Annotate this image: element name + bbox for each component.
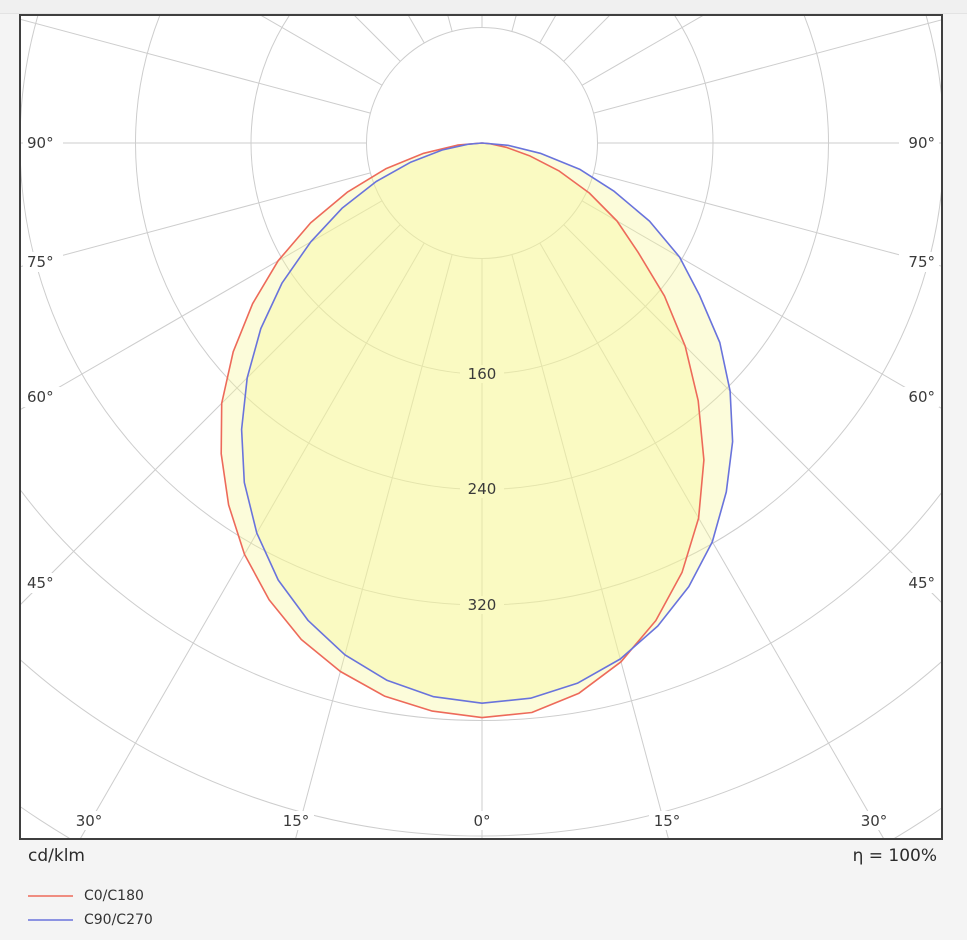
polar-diagram: 90° 90° 75° 75° 60° 60° 45° 45° 30° 15° 0° 15° 30° 16… xyxy=(21,16,941,838)
label-bg xyxy=(899,252,939,272)
c0-c180-line-swatch xyxy=(28,895,73,897)
ring-value-label-320: 320 xyxy=(468,596,497,614)
angle-label-bottom-0: 30° xyxy=(76,812,103,830)
grid-radial-285 xyxy=(21,172,371,268)
label-bg xyxy=(649,811,685,830)
label-bg xyxy=(899,387,939,407)
legend-item-c90-c270: C90/C270 xyxy=(28,908,153,932)
label-bg xyxy=(23,573,63,593)
grid-radial-105 xyxy=(593,19,941,114)
legend-label-c0-c180: C0/C180 xyxy=(84,888,144,904)
label-bg xyxy=(856,811,892,830)
label-bg xyxy=(460,365,504,383)
label-bg xyxy=(460,480,504,498)
ring-value-label-160: 160 xyxy=(468,365,497,383)
legend-item-c0-c180: C0/C180 xyxy=(28,884,153,908)
c90-c270-line-swatch xyxy=(28,919,73,921)
grid-radial-195 xyxy=(447,16,453,32)
label-bg xyxy=(899,573,939,593)
angle-label-left-75°: 75° xyxy=(27,253,54,271)
top-strip xyxy=(0,0,967,14)
angle-label-left-45°: 45° xyxy=(27,574,54,592)
label-bg xyxy=(464,811,500,830)
label-bg xyxy=(23,387,63,407)
grid-radial-75 xyxy=(593,172,941,267)
label-bg xyxy=(899,133,939,153)
grid-radial-330 xyxy=(80,242,425,838)
ring-value-label-240: 240 xyxy=(468,480,497,498)
polar-diagram-frame: 90° 90° 75° 75° 60° 60° 45° 45° 30° 15° 0° 15° 30° 16… xyxy=(19,14,943,840)
legend-label-c90-c270: C90/C270 xyxy=(84,912,153,928)
angle-label-right-45°: 45° xyxy=(908,574,935,592)
grid-radial-135 xyxy=(563,16,610,62)
angle-label-left-90°: 90° xyxy=(27,134,54,152)
label-bg xyxy=(23,133,63,153)
angle-label-bottom-2: 0° xyxy=(473,812,490,830)
label-bg xyxy=(23,252,63,272)
label-bg xyxy=(278,811,314,830)
angle-label-bottom-3: 15° xyxy=(654,812,681,830)
grid-radial-255 xyxy=(21,18,371,114)
angle-label-right-75°: 75° xyxy=(908,253,935,271)
grid-radial-300 xyxy=(21,200,383,410)
grid-radial-210 xyxy=(408,16,425,44)
grid-radial-240 xyxy=(261,16,383,86)
legend: C0/C180 C90/C270 xyxy=(28,884,153,932)
angle-label-bottom-1: 15° xyxy=(283,812,310,830)
grid-radial-225 xyxy=(354,16,401,62)
curve-c0-c180 xyxy=(220,142,705,719)
grid-radial-150 xyxy=(539,16,556,44)
label-bg xyxy=(460,596,504,614)
unit-label: cd/klm xyxy=(28,846,85,866)
grid-radial-30 xyxy=(539,242,884,838)
angle-label-bottom-4: 30° xyxy=(861,812,888,830)
grid-radial-45 xyxy=(563,224,941,603)
angle-label-right-60°: 60° xyxy=(908,388,935,406)
curve-fill-c0-c180 xyxy=(221,143,704,718)
grid-radial-60 xyxy=(581,200,941,409)
grid-radial-120 xyxy=(581,16,704,86)
label-bg xyxy=(71,811,107,830)
curve-fill-c90-c270 xyxy=(241,143,733,704)
grid-radial-165 xyxy=(511,16,517,32)
angle-label-left-60°: 60° xyxy=(27,388,54,406)
curve-c90-c270 xyxy=(240,142,734,704)
grid-radial-315 xyxy=(21,224,401,605)
angle-label-right-90°: 90° xyxy=(908,134,935,152)
efficiency-label: η = 100% xyxy=(852,846,937,866)
